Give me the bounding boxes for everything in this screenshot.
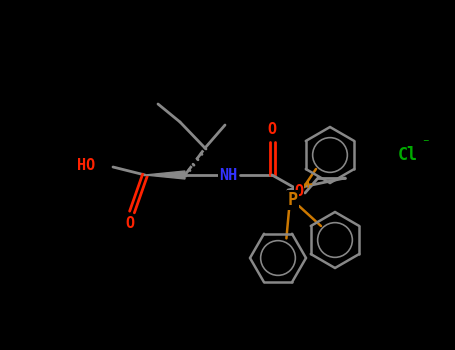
Text: NH: NH — [219, 168, 237, 182]
Text: P: P — [288, 191, 298, 209]
Polygon shape — [145, 171, 185, 179]
Text: +: + — [303, 178, 313, 191]
Text: O: O — [294, 183, 303, 198]
Text: O: O — [268, 122, 277, 138]
Text: O: O — [126, 217, 135, 231]
Text: Cl: Cl — [398, 146, 418, 164]
Text: ⁻: ⁻ — [422, 137, 429, 150]
Text: HO: HO — [77, 158, 95, 173]
